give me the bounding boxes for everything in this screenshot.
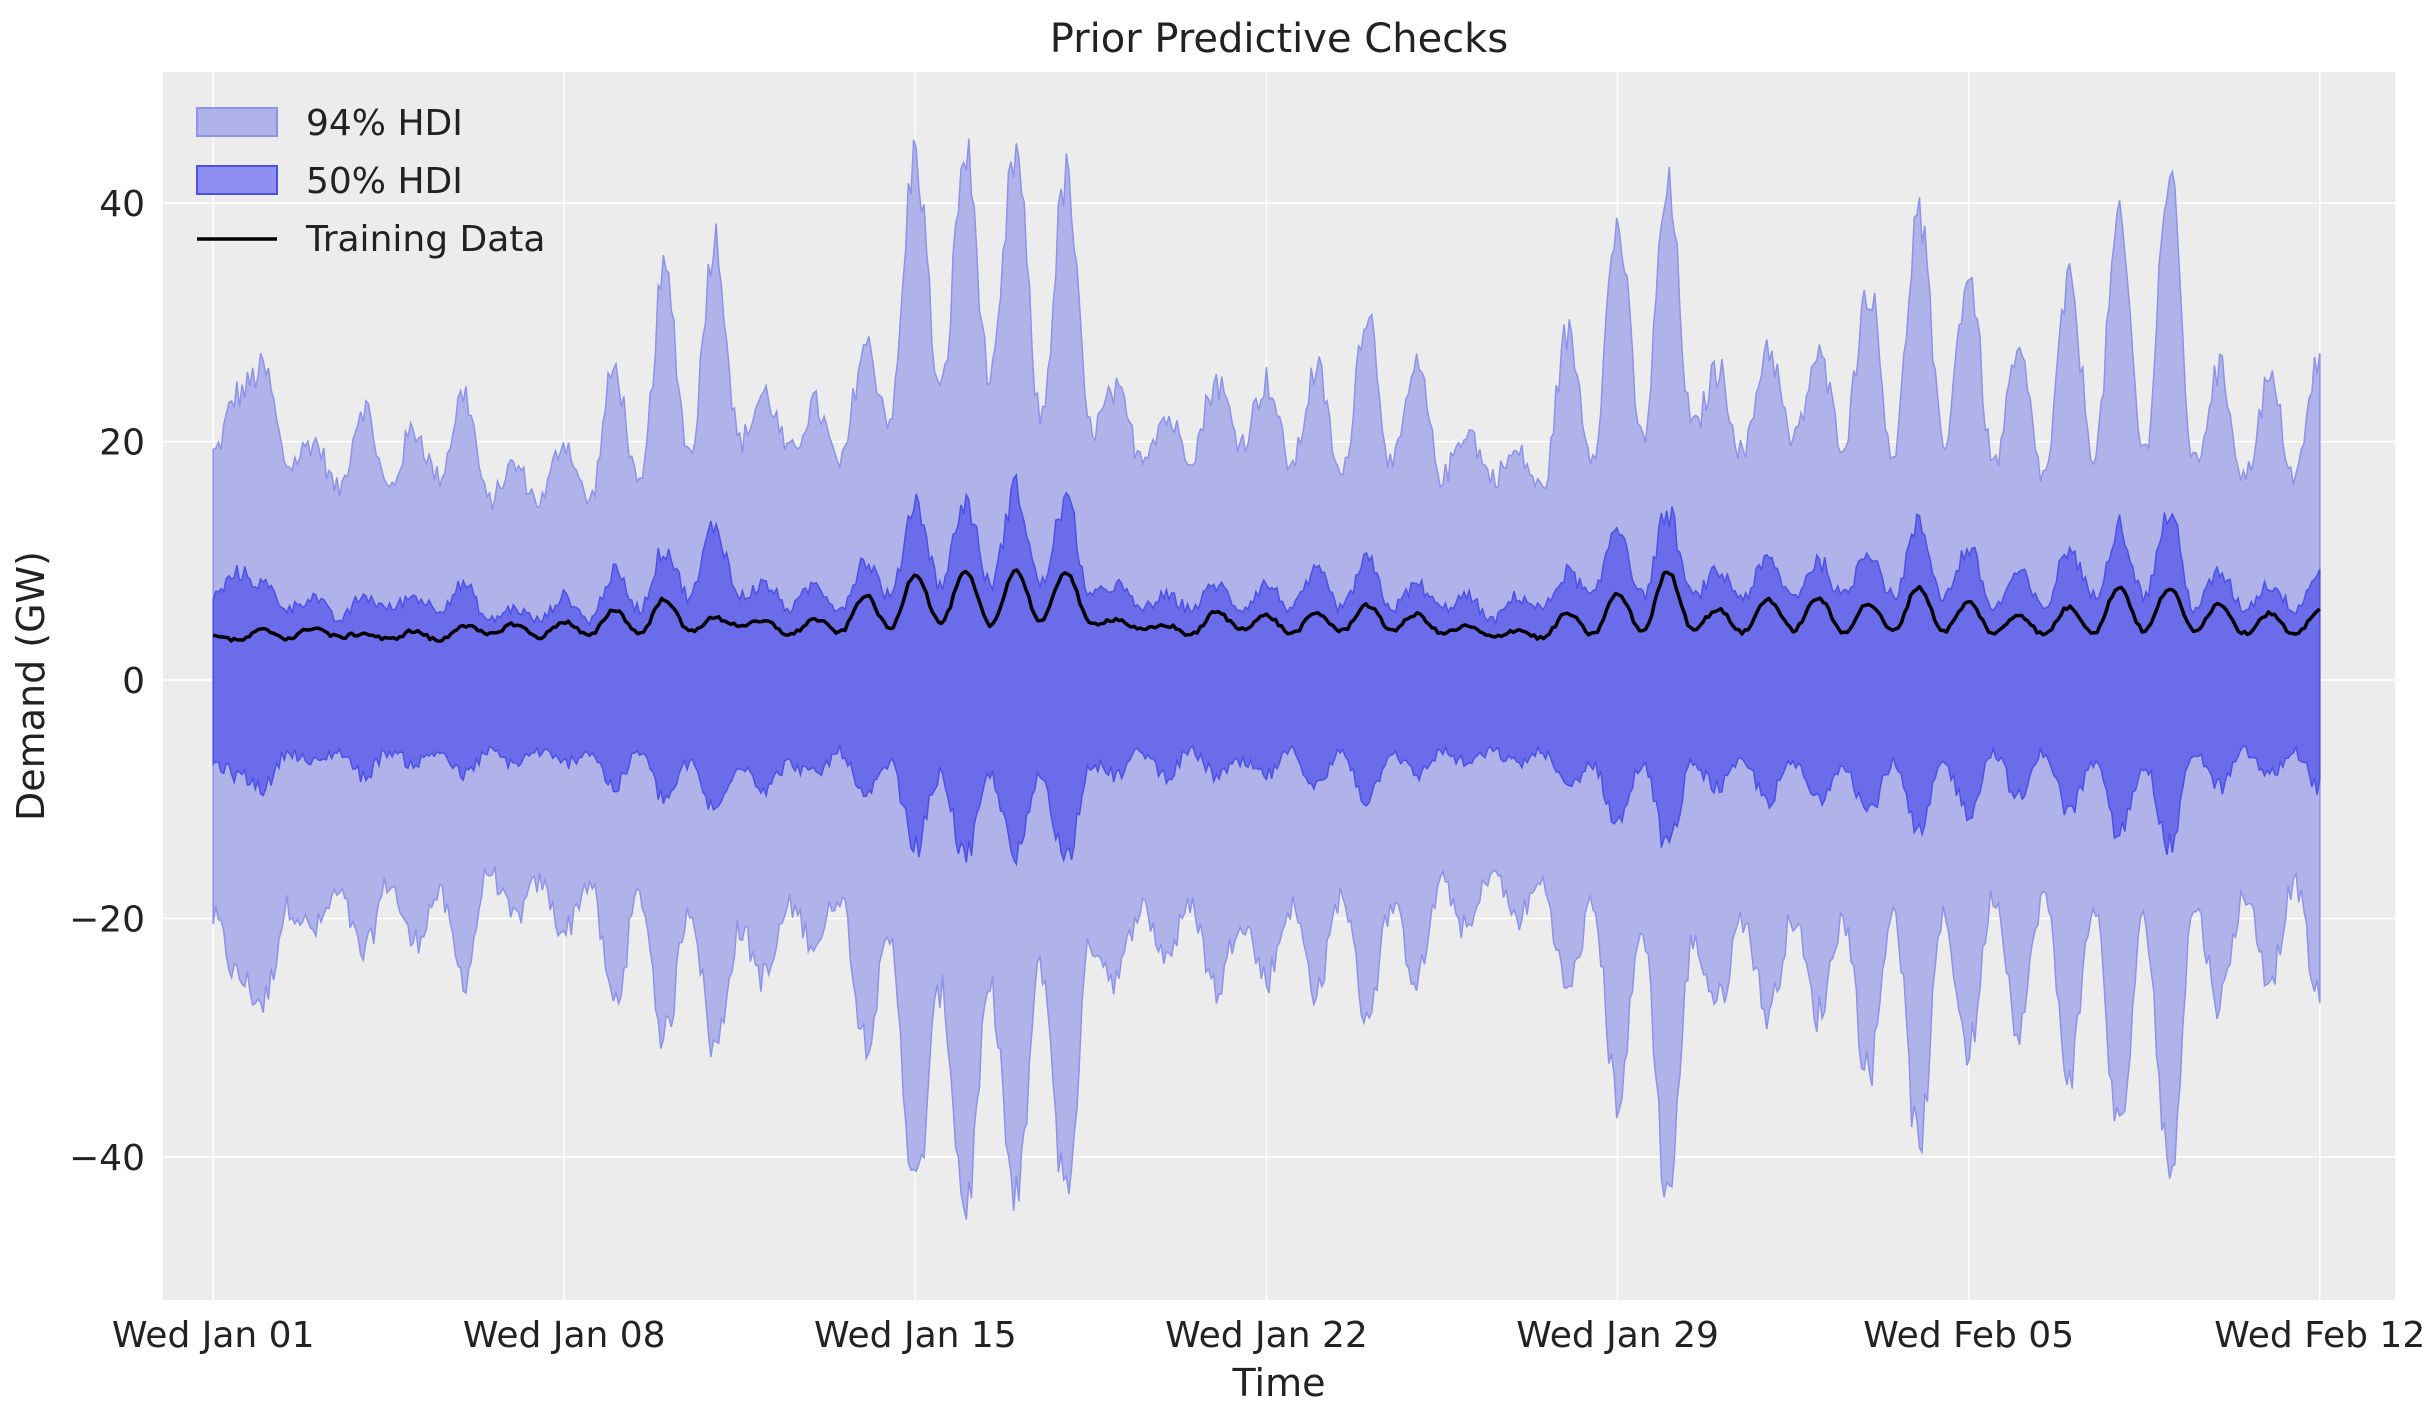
x-tick-label: Wed Feb 05 [1863, 1315, 2074, 1356]
x-axis-label: Time [1232, 1361, 1326, 1405]
legend-label-training: Training Data [305, 219, 545, 260]
chart-title: Prior Predictive Checks [1050, 16, 1508, 62]
x-tick-label: Wed Feb 12 [2214, 1315, 2423, 1356]
y-tick-label: 40 [99, 184, 145, 225]
x-tick-label: Wed Jan 08 [463, 1315, 666, 1356]
legend-swatch-hdi-50 [196, 165, 278, 195]
y-axis-ticks: −40 −20 0 20 40 [69, 184, 145, 1179]
legend-label-hdi-94: 94% HDI [306, 103, 463, 144]
x-tick-label: Wed Jan 22 [1165, 1315, 1368, 1356]
y-tick-label: 20 [99, 423, 145, 464]
legend-label-hdi-50: 50% HDI [306, 161, 463, 202]
y-tick-label: −40 [69, 1138, 145, 1179]
legend-swatch-hdi-94 [196, 107, 278, 137]
x-tick-label: Wed Jan 15 [814, 1315, 1017, 1356]
legend: 94% HDI 50% HDI Training Data [196, 103, 545, 260]
x-tick-label: Wed Jan 29 [1516, 1315, 1719, 1356]
y-axis-label: Demand (GW) [9, 551, 53, 821]
x-tick-label: Wed Jan 01 [112, 1315, 315, 1356]
y-tick-label: −20 [69, 899, 145, 940]
training-data-line [212, 568, 2321, 644]
hdi-50-band [212, 473, 2321, 867]
y-tick-label: 0 [122, 661, 145, 702]
x-axis-ticks: Wed Jan 01 Wed Jan 08 Wed Jan 15 Wed Jan 22… [112, 1315, 2423, 1356]
